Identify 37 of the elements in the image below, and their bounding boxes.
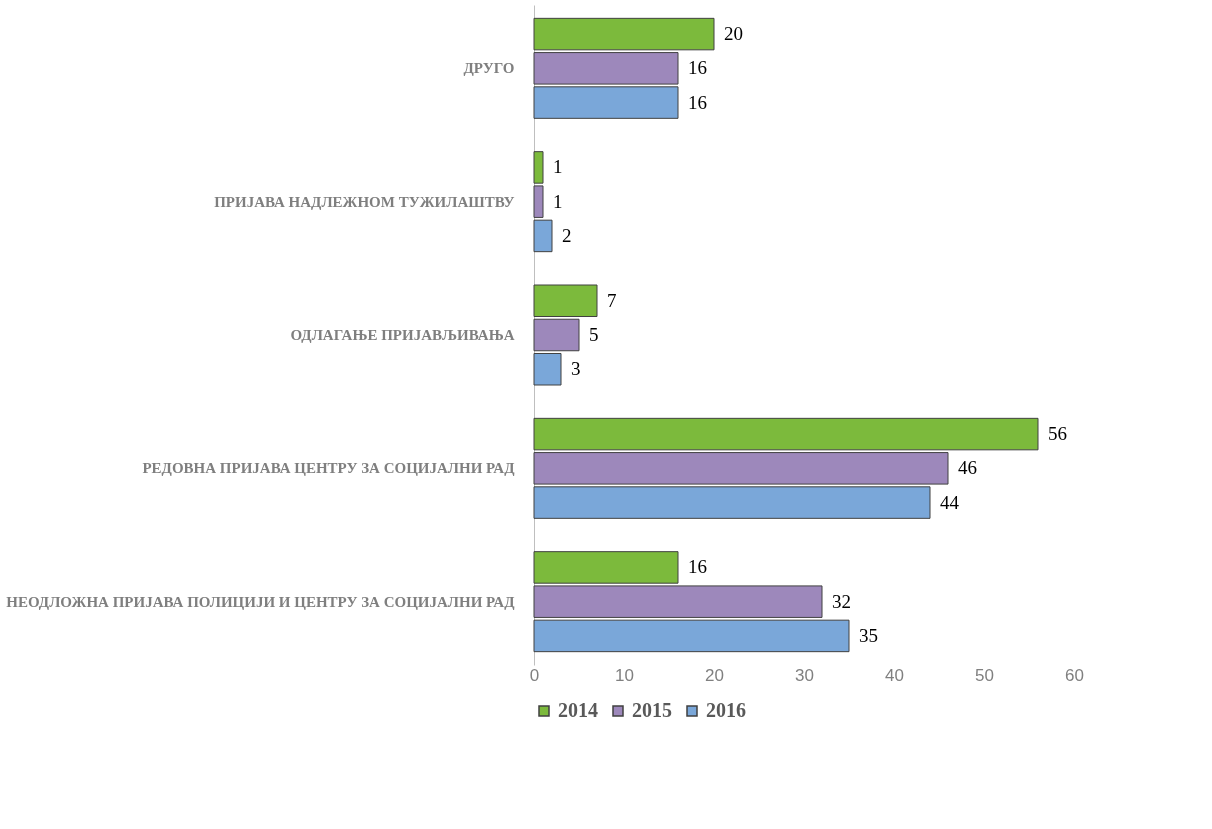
bar <box>533 219 553 253</box>
data-label: 16 <box>688 556 707 578</box>
x-tick-label: 40 <box>885 665 904 685</box>
data-label: 7 <box>607 289 617 311</box>
bar <box>533 284 598 318</box>
bar <box>533 619 850 653</box>
data-label: 5 <box>589 324 599 345</box>
y-tick-label: РЕДОВНА ПРИЈАВА ЦЕНТРУ ЗА СОЦИЈАЛНИ РАД <box>142 460 516 477</box>
data-label: 44 <box>940 491 960 513</box>
legend-label: 2014 <box>558 699 598 721</box>
bar <box>533 318 580 352</box>
data-label: 16 <box>688 91 707 113</box>
x-tick-label: 10 <box>615 665 634 685</box>
data-label: 56 <box>1048 423 1067 445</box>
bar <box>533 17 715 51</box>
data-label: 1 <box>553 156 563 178</box>
x-tick-label: 50 <box>975 665 994 685</box>
legend-label: 2016 <box>706 699 746 721</box>
y-tick-label: ОДЛАГАЊЕ ПРИЈАВЉИВАЊА <box>290 327 515 343</box>
bar <box>533 352 562 386</box>
data-label: 2 <box>562 224 572 246</box>
bar <box>533 417 1039 451</box>
data-label: 1 <box>553 190 563 212</box>
data-label: 3 <box>571 358 581 380</box>
x-tick-label: 60 <box>1065 665 1084 685</box>
data-label: 32 <box>832 590 851 612</box>
data-label: 20 <box>724 23 743 45</box>
x-tick-label: 0 <box>529 665 540 685</box>
y-tick-label: ПРИЈАВА НАДЛЕЖНОМ ТУЖИЛАШТВУ <box>214 193 515 210</box>
legend-label: 2015 <box>632 699 672 721</box>
x-tick-label: 20 <box>705 665 724 685</box>
y-tick-label: ДРУГО <box>463 60 515 77</box>
y-tick-label: НЕОДЛОЖНА ПРИЈАВА ПОЛИЦИЈИ И ЦЕНТРУ ЗА СОЦИЈАЛНИ РАД <box>6 593 516 610</box>
data-label: 35 <box>859 624 878 646</box>
data-label: 46 <box>958 457 977 479</box>
x-tick-label: 30 <box>795 665 814 685</box>
data-label: 16 <box>688 57 707 79</box>
